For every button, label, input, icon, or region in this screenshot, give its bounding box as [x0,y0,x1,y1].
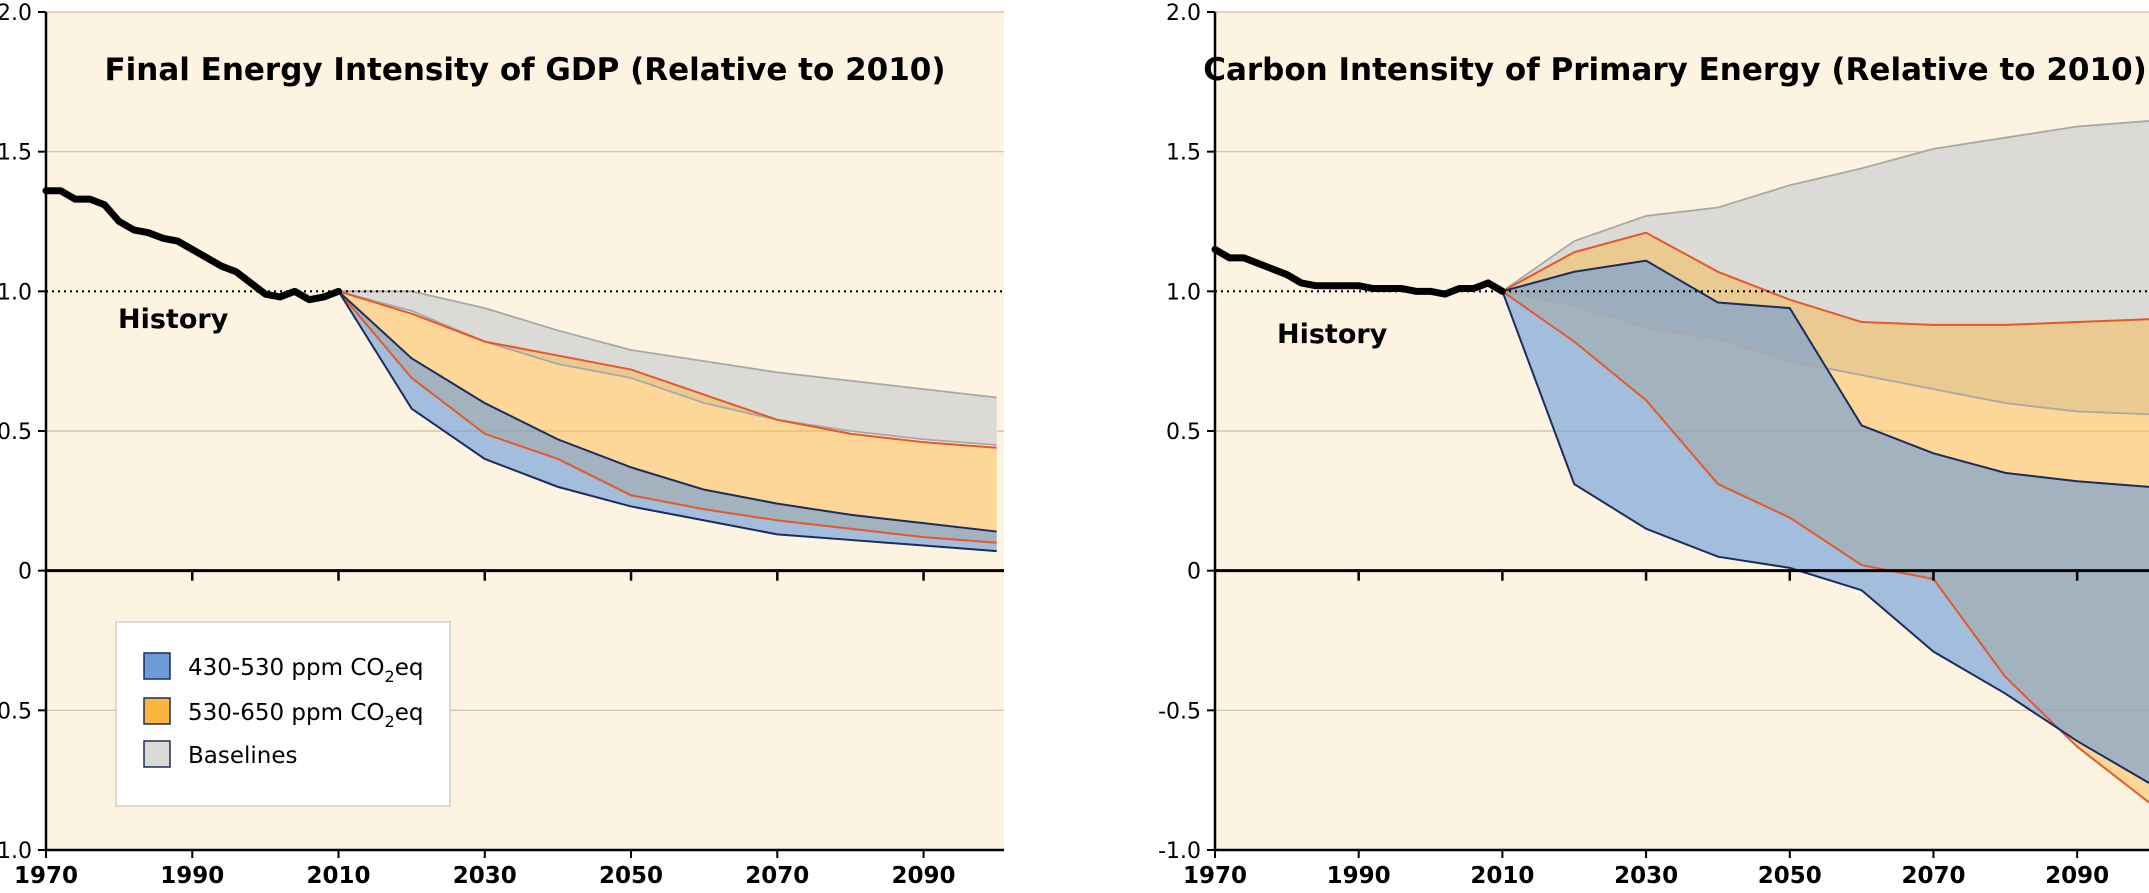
band-530-650 [338,291,997,543]
history-line [42,187,343,304]
band-edge-530-650-lower [337,290,997,544]
legend: 430-530 ppm CO2eq 530-650 ppm CO2eq Baseli… [115,621,451,807]
y-tick-label: 1.5 [0,141,32,166]
y-tick-label: -1.0 [0,839,32,864]
x-tick-label: 1990 [1327,863,1391,889]
legend-box [115,621,451,807]
x-tick-label: 2090 [2045,863,2109,889]
x-tick-label: 2010 [307,863,371,889]
band-430-530 [338,291,997,552]
x-tick-label: 2030 [453,863,517,889]
y-tick-label: 2.0 [1166,1,1201,26]
chart-title: Carbon Intensity of Primary Energy (Rela… [1203,52,2147,88]
y-tick-label: 0.5 [1166,420,1201,445]
history-line [1211,245,1506,298]
band-edge-530-650-upper [338,290,997,449]
y-tick-label: -0.5 [0,699,32,724]
band-edge-430-530-lower [1501,290,2149,784]
y-tick-label: 0 [1187,560,1201,585]
x-tick-label: 1970 [1183,863,1247,889]
x-tick-label: 2070 [1901,863,1965,889]
x-tick-label: 2090 [892,863,956,889]
band-edge-530-650-lower [1501,290,2149,804]
legend-label: Baselines [188,743,298,769]
band-edge-baselines-upper [1501,120,2149,293]
y-tick-label: -0.5 [1158,699,1201,724]
x-tick-label: 2050 [1758,863,1822,889]
band-baselines [1502,120,2149,415]
band-baselines [338,291,997,445]
y-tick-label: 1.5 [1166,141,1201,166]
legend-label: 530-650 ppm CO2eq [188,700,423,731]
y-tick-label: 1.0 [0,280,32,305]
legend-swatch [143,652,171,680]
legend-swatch [143,740,171,768]
band-edge-430-530-upper [1502,259,2149,488]
panel-carbon-intensity: -1.0 -0.5 0 0.5 1.0 1.5 2.0 1970 1990 2010 2030 205… [1158,1,2149,889]
x-tick-label: 2030 [1614,863,1678,889]
band-edge-430-530-lower [337,290,997,553]
x-tick-label: 2070 [745,863,809,889]
band-edge-baselines-lower [338,290,997,446]
band-edge-430-530-upper [337,290,997,533]
y-tick-label: 2.0 [0,1,32,26]
legend-swatch [143,697,171,725]
x-tick-label: 1990 [160,863,224,889]
history-label: History [1277,319,1388,350]
y-tick-label: 0.5 [0,420,32,445]
y-tick-label: 0 [18,560,32,585]
x-tick-label: 2010 [1470,863,1534,889]
x-tick-label: 1970 [14,863,78,889]
band-edge-baselines-upper [338,290,997,399]
legend-label: 430-530 ppm CO2eq [188,655,423,686]
y-tick-label: 1.0 [1166,280,1201,305]
y-tick-label: -1.0 [1158,839,1201,864]
band-edge-530-650-upper [1501,231,2149,326]
chart-title: Final Energy Intensity of GDP (Relative … [104,52,945,88]
x-tick-label: 2050 [599,863,663,889]
history-label: History [118,304,229,335]
